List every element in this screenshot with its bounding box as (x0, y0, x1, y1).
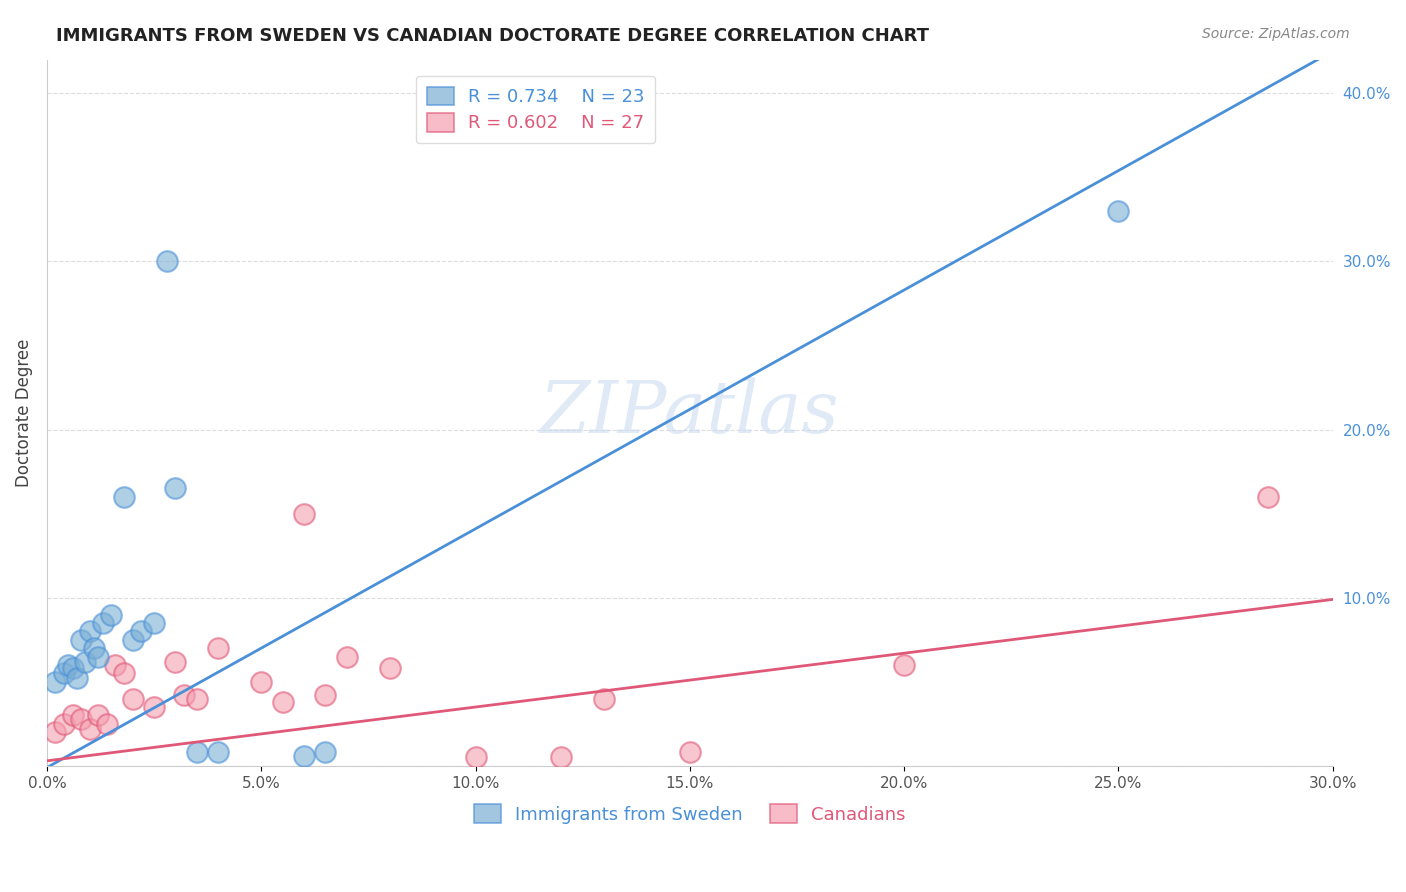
Point (207, 746, 229, 760)
Text: Source: ZipAtlas.com: Source: ZipAtlas.com (1202, 27, 1350, 41)
Point (1107, 203, 1129, 218)
Point (186, 746, 208, 760)
Point (315, 746, 337, 760)
Point (62, 661, 84, 675)
Point (96, 716, 118, 731)
Point (53, 666, 76, 681)
Text: IMMIGRANTS FROM SWEDEN VS CANADIAN DOCTORATE DEGREE CORRELATION CHART: IMMIGRANTS FROM SWEDEN VS CANADIAN DOCTO… (56, 27, 929, 45)
Point (87, 649, 110, 664)
Point (1257, 490, 1279, 504)
Y-axis label: Doctorate Degree: Doctorate Degree (15, 339, 32, 487)
Point (336, 649, 359, 664)
Point (207, 641, 229, 656)
Point (271, 695, 294, 709)
Point (44, 674, 66, 689)
Point (58, 657, 80, 672)
Point (550, 750, 572, 764)
Point (83, 641, 105, 656)
Point (70, 632, 93, 647)
Point (464, 750, 486, 764)
Legend: Immigrants from Sweden, Canadians: Immigrants from Sweden, Canadians (463, 794, 917, 835)
Point (173, 688, 195, 702)
Point (250, 674, 273, 689)
Point (53, 716, 76, 731)
Point (91, 615, 114, 630)
Text: ZIPatlas: ZIPatlas (540, 377, 839, 448)
Point (87, 708, 110, 723)
Point (112, 490, 135, 504)
Point (679, 746, 702, 760)
Point (112, 666, 135, 681)
Point (66, 672, 89, 686)
Point (315, 688, 337, 702)
Point (156, 254, 179, 268)
Point (893, 657, 915, 672)
Point (79, 624, 101, 639)
Point (121, 691, 143, 706)
Point (593, 691, 616, 706)
Point (165, 482, 187, 496)
Point (44, 725, 66, 739)
Point (165, 655, 187, 669)
Point (121, 632, 143, 647)
Point (129, 624, 152, 639)
Point (79, 722, 101, 736)
Point (100, 607, 122, 622)
Point (292, 507, 315, 521)
Point (143, 700, 166, 714)
Point (62, 708, 84, 723)
Point (143, 615, 166, 630)
Point (75, 655, 97, 669)
Point (186, 691, 208, 706)
Point (292, 748, 315, 763)
Point (378, 661, 401, 675)
Point (104, 657, 127, 672)
Point (70, 712, 93, 726)
